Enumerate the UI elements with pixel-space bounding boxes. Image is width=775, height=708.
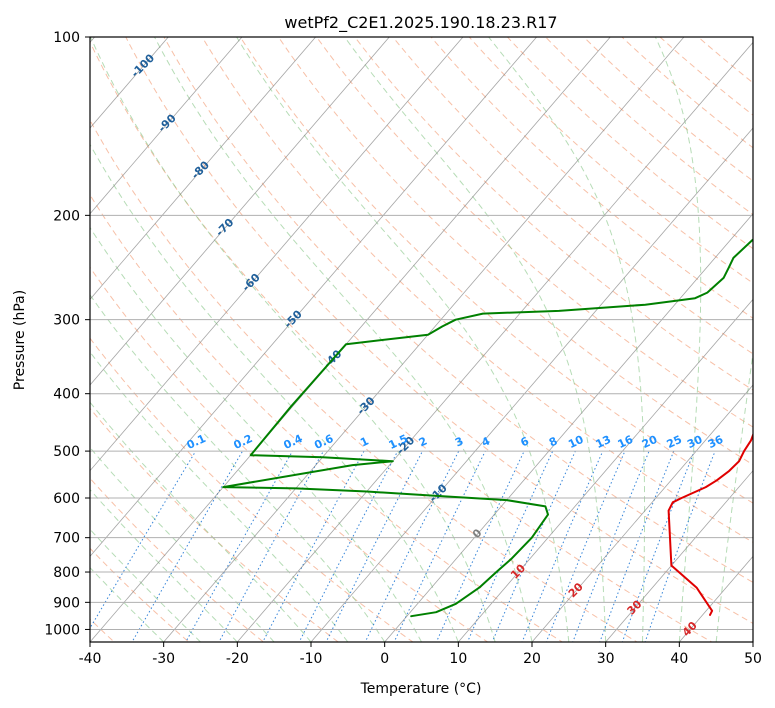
moist-adiabat xyxy=(90,37,496,642)
mixing-ratio-line xyxy=(435,450,525,642)
isotherm-line xyxy=(310,127,753,642)
mixing-ratio-line xyxy=(599,450,675,642)
moist-adiabat xyxy=(654,37,702,642)
y-tick-label: 500 xyxy=(53,444,80,460)
mixing-ratio-label: 30 xyxy=(685,433,705,451)
isotherm-line xyxy=(90,37,464,472)
mixing-ratio-line xyxy=(364,450,460,642)
mixing-ratio-line xyxy=(491,450,576,642)
x-tick-label: -10 xyxy=(300,651,323,667)
dry-adiabat xyxy=(621,37,753,149)
temperature-line xyxy=(667,432,753,616)
moist-adiabat xyxy=(90,143,459,642)
isotherm-line xyxy=(90,37,243,215)
isotherm-line xyxy=(90,37,390,386)
dewpoint-line xyxy=(222,238,753,618)
x-tick-label: 20 xyxy=(523,651,541,667)
isotherm-line xyxy=(163,37,685,642)
dry-adiabat xyxy=(506,37,753,250)
chart-title: wetPf2_C2E1.2025.190.18.23.R17 xyxy=(284,13,557,33)
isotherm-line xyxy=(384,213,753,642)
x-tick-label: 50 xyxy=(744,651,762,667)
moist-adiabat xyxy=(715,349,753,642)
x-axis: -40 -30 -20 -10 0 10 20 30 40 50 xyxy=(79,642,762,667)
mixing-ratio-label: 10 xyxy=(566,433,586,451)
moist-adiabat xyxy=(343,37,607,642)
mixing-ratio-line xyxy=(325,450,423,642)
isotherm-line xyxy=(90,37,611,642)
pressure-gridlines xyxy=(90,37,753,630)
dry-adiabat xyxy=(430,37,753,319)
mixing-ratio-line xyxy=(521,450,604,642)
dry-adiabat xyxy=(544,37,753,216)
x-tick-label: 30 xyxy=(597,651,615,667)
moist-adiabat xyxy=(153,37,533,642)
x-tick-label: -40 xyxy=(79,651,102,667)
background-lines xyxy=(90,37,753,642)
mixing-ratio-line xyxy=(572,450,650,642)
isotherm-line xyxy=(236,41,753,642)
y-tick-label: 600 xyxy=(53,491,80,507)
moist-adiabat xyxy=(90,226,422,642)
dry-adiabat xyxy=(468,37,753,284)
mixing-ratio-line xyxy=(545,450,626,642)
x-axis-title: Temperature (°C) xyxy=(360,681,482,697)
dry-adiabat xyxy=(277,37,753,466)
y-tick-label: 100 xyxy=(53,30,80,46)
mixing-ratio-label: 13 xyxy=(594,433,613,451)
y-axis-title: Pressure (hPa) xyxy=(12,290,28,390)
mixing-ratio-line xyxy=(218,450,324,642)
mixing-ratio-line xyxy=(393,450,486,642)
mixing-ratio-label: 16 xyxy=(616,433,636,451)
plot-frame xyxy=(89,36,754,643)
x-tick-label: 40 xyxy=(670,651,688,667)
dry-adiabat xyxy=(90,40,713,642)
x-tick-label: 0 xyxy=(380,651,389,667)
mixing-ratio-label: 20 xyxy=(640,433,660,451)
x-tick-label: 10 xyxy=(449,651,467,667)
isotherm-line xyxy=(90,37,538,557)
dry-adiabat xyxy=(90,477,265,642)
dry-adiabat xyxy=(354,37,753,391)
x-tick-label: -30 xyxy=(152,651,175,667)
dry-adiabat xyxy=(315,37,753,428)
dry-adiabat xyxy=(163,37,753,583)
y-tick-label: 1000 xyxy=(44,622,80,638)
mixing-ratio-line xyxy=(621,450,695,642)
isotherm-line xyxy=(605,470,753,642)
mixing-ratio-line xyxy=(131,450,244,642)
moist-adiabat xyxy=(90,351,349,642)
dry-adiabat xyxy=(392,37,753,355)
mixing-ratio-line xyxy=(90,450,197,630)
mixing-ratio-label: 36 xyxy=(706,433,726,451)
x-tick-label: -20 xyxy=(226,651,249,667)
y-tick-label: 300 xyxy=(53,313,80,329)
y-tick-label: 700 xyxy=(53,531,80,547)
moist-adiabat xyxy=(487,37,646,642)
dry-adiabat xyxy=(90,266,489,642)
moist-adiabat xyxy=(90,566,165,642)
mixing-ratio-label: 25 xyxy=(665,433,684,451)
dry-adiabat xyxy=(125,37,753,624)
moist-adiabat xyxy=(90,294,386,642)
isotherm-line xyxy=(457,298,753,642)
moist-adiabat xyxy=(90,401,312,642)
isotherm-line xyxy=(531,384,753,642)
y-tick-label: 400 xyxy=(53,387,80,403)
dry-adiabat xyxy=(90,119,638,642)
moist-adiabat xyxy=(236,37,570,642)
moist-adiabat xyxy=(90,528,201,642)
profile-lines xyxy=(222,238,753,618)
y-tick-label: 900 xyxy=(53,595,80,611)
isotherm-line xyxy=(90,37,317,300)
y-tick-label: 200 xyxy=(53,208,80,224)
y-axis: 100 200 300 400 500 600 700 800 900 1000 xyxy=(44,30,90,638)
y-tick-label: 800 xyxy=(53,565,80,581)
